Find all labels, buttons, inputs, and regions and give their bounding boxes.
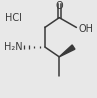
Polygon shape xyxy=(59,45,75,57)
Text: H₂N: H₂N xyxy=(4,42,22,52)
Text: O: O xyxy=(55,1,63,11)
Text: OH: OH xyxy=(78,24,93,34)
Text: HCl: HCl xyxy=(5,13,22,23)
